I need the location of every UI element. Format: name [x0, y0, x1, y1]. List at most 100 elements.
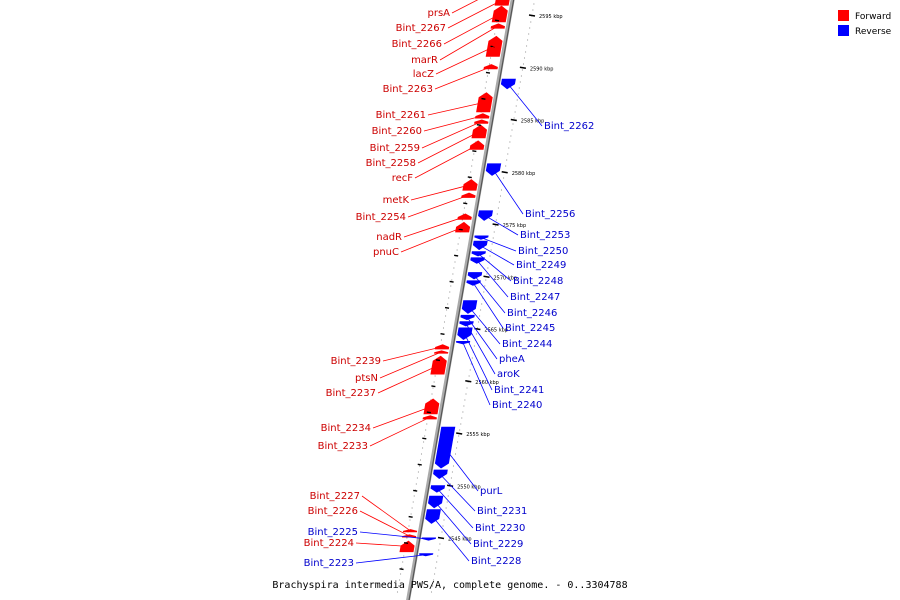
forward-leader: [407, 194, 469, 218]
reverse-gene-label[interactable]: Bint_2241: [494, 385, 544, 396]
guide-dot: [525, 51, 527, 53]
reverse-gene-label[interactable]: Bint_2256: [525, 209, 575, 220]
guide-dot: [439, 543, 441, 545]
tick-mark: [456, 432, 463, 435]
reverse-leader: [432, 516, 470, 562]
reverse-gene-label[interactable]: Bint_2240: [492, 400, 542, 411]
forward-gene-label[interactable]: metK: [383, 195, 410, 206]
reverse-leader: [464, 333, 493, 391]
guide-dot: [399, 579, 401, 581]
guide-dot: [424, 435, 426, 437]
guide-dot: [493, 231, 495, 233]
forward-leader: [439, 25, 499, 61]
reverse-gene-label[interactable]: Bint_2229: [473, 539, 523, 550]
tick-mark: [437, 536, 445, 540]
forward-gene-label[interactable]: Bint_2233: [318, 441, 368, 452]
forward-gene-label[interactable]: Bint_2234: [321, 423, 371, 434]
reverse-gene-label[interactable]: Bint_2228: [471, 556, 521, 567]
guide-dot: [494, 33, 496, 35]
forward-gene-label[interactable]: Bint_2260: [372, 126, 422, 137]
guide-dot: [484, 285, 486, 287]
forward-gene-label[interactable]: Bint_2224: [304, 538, 354, 549]
forward-gene-label[interactable]: ptsN: [355, 373, 378, 384]
reverse-gene-label[interactable]: Bint_2244: [502, 339, 552, 350]
backbone: [406, 0, 515, 600]
reverse-gene-label[interactable]: Bint_2225: [308, 527, 358, 538]
forward-gene-label[interactable]: Bint_2227: [310, 491, 360, 502]
forward-gene-label[interactable]: nadR: [376, 232, 402, 243]
forward-gene-label[interactable]: recF: [392, 173, 414, 184]
reverse-gene-label[interactable]: Bint_2250: [518, 246, 568, 257]
guide-dot: [526, 45, 528, 47]
reverse-gene-label[interactable]: pheA: [499, 354, 525, 365]
reverse-leader: [465, 323, 496, 375]
guide-dot: [464, 399, 466, 401]
forward-leader: [382, 346, 443, 362]
guide-dot: [503, 177, 505, 179]
guide-dot: [472, 159, 474, 161]
forward-gene-label[interactable]: Bint_2254: [356, 212, 406, 223]
guide-dot: [432, 585, 434, 587]
tick-mark: [465, 379, 472, 383]
tick-mark: [483, 275, 490, 279]
legend-reverse-swatch: [838, 25, 849, 36]
minor-tick: [463, 202, 468, 205]
reverse-gene-label[interactable]: purL: [480, 486, 503, 497]
reverse-gene-label[interactable]: Bint_2230: [475, 523, 525, 534]
legend-reverse-label: Reverse: [855, 27, 892, 37]
forward-leader: [435, 45, 495, 75]
forward-gene-label[interactable]: Bint_2263: [383, 84, 433, 95]
reverse-gene-Bint_2241[interactable]: [457, 327, 473, 341]
backbone-line: [406, 0, 515, 600]
forward-gene-label[interactable]: Bint_2226: [308, 506, 358, 517]
guide-dot: [463, 405, 465, 407]
forward-gene-label[interactable]: prsA: [427, 8, 450, 19]
reverse-gene-label[interactable]: Bint_2245: [505, 323, 555, 334]
tick-label: 2550 kbp: [457, 484, 481, 490]
reverse-gene-label[interactable]: Bint_2249: [516, 260, 566, 271]
forward-gene-label[interactable]: marR: [411, 55, 438, 66]
minor-tick: [494, 19, 500, 22]
forward-leader: [372, 405, 432, 429]
tick-mark: [528, 14, 536, 17]
backbone-edge: [408, 0, 515, 600]
forward-gene-label[interactable]: Bint_2239: [331, 356, 381, 367]
guide-dot: [446, 309, 448, 311]
forward-gene-label[interactable]: lacZ: [413, 69, 434, 80]
forward-gene-label[interactable]: Bint_2237: [326, 388, 376, 399]
reverse-gene-label[interactable]: Bint_2231: [477, 506, 527, 517]
guide-dot: [466, 387, 468, 389]
reverse-gene-Bint_2223[interactable]: [419, 553, 434, 557]
guide-dot: [448, 489, 450, 491]
reverse-leader: [355, 554, 427, 564]
guide-dot: [450, 477, 452, 479]
reverse-gene-label[interactable]: Bint_2223: [304, 558, 354, 569]
guide-dot: [416, 477, 418, 479]
position-dots: [396, 3, 535, 593]
forward-gene-label[interactable]: Bint_2259: [370, 143, 420, 154]
forward-leader: [451, 0, 479, 14]
reverse-gene-label[interactable]: Bint_2253: [520, 230, 570, 241]
forward-gene-label[interactable]: pnuC: [373, 247, 399, 258]
guide-dot: [452, 273, 454, 275]
forward-leader: [355, 542, 408, 547]
reverse-gene-label[interactable]: Bint_2246: [507, 308, 557, 319]
guide-dot: [532, 9, 534, 11]
forward-gene-label[interactable]: Bint_2258: [366, 158, 416, 169]
forward-gene-label[interactable]: Bint_2261: [376, 110, 426, 121]
forward-leader: [421, 121, 482, 149]
reverse-gene-label[interactable]: Bint_2247: [510, 292, 560, 303]
reverse-leader: [478, 253, 512, 282]
forward-gene-Bint_2267[interactable]: [494, 0, 510, 6]
forward-gene-label[interactable]: Bint_2267: [396, 23, 446, 34]
reverse-gene-label[interactable]: Bint_2262: [544, 121, 594, 132]
forward-gene-label[interactable]: Bint_2266: [392, 39, 442, 50]
guide-dot: [443, 321, 446, 323]
minor-tick: [440, 333, 445, 336]
forward-leader: [434, 66, 492, 90]
reverse-gene-Bint_2225[interactable]: [421, 537, 436, 541]
reverse-gene-label[interactable]: aroK: [497, 369, 520, 380]
guide-dot: [448, 297, 450, 299]
tick-label: 2585 kbp: [521, 119, 545, 125]
reverse-gene-label[interactable]: Bint_2248: [513, 276, 563, 287]
